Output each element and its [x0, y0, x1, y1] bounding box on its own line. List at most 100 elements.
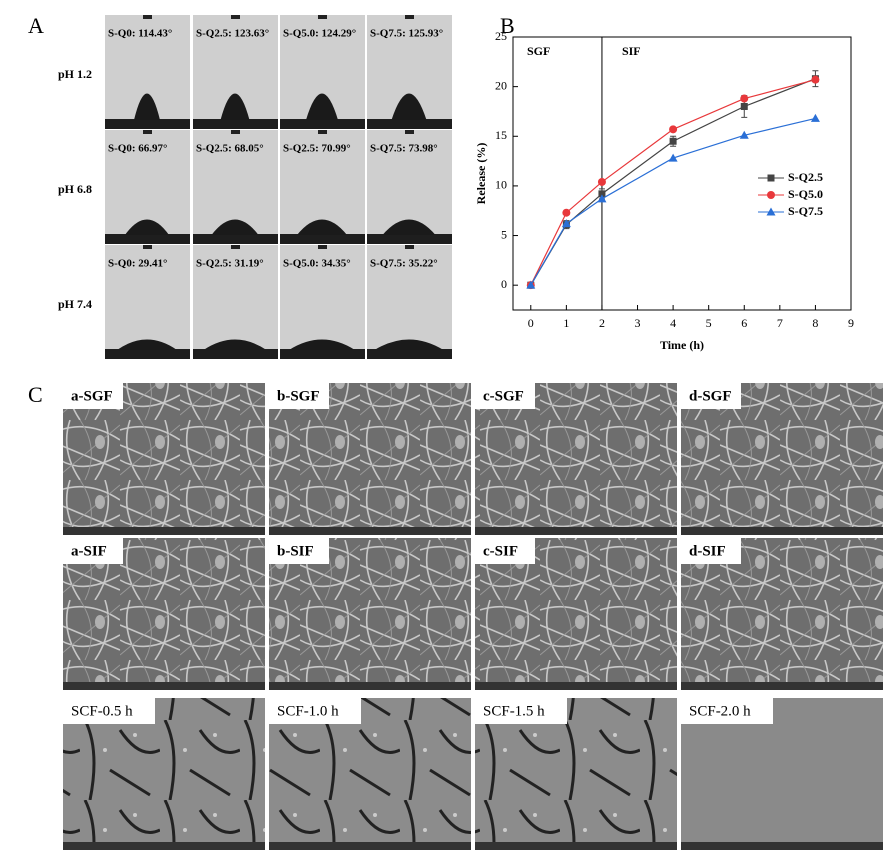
droplet	[289, 339, 355, 350]
label-box	[269, 698, 361, 724]
marker	[597, 177, 606, 186]
contact-angle-label: S-Q0: 114.43°	[108, 28, 172, 40]
contact-angle-label: S-Q5.0: 124.29°	[283, 28, 356, 40]
sem-label: c-SGF	[483, 388, 524, 404]
marker	[668, 153, 678, 162]
x-tick-label: 7	[777, 316, 783, 330]
sem-info-bar	[681, 682, 883, 690]
sem-label: a-SGF	[71, 388, 113, 404]
y-tick-label: 0	[501, 277, 507, 291]
label-box	[475, 538, 535, 564]
droplet	[382, 219, 436, 235]
sem-info-bar	[475, 682, 677, 690]
label-box	[681, 698, 773, 724]
needle	[231, 245, 240, 249]
label-box	[269, 538, 329, 564]
marker	[597, 194, 607, 203]
marker	[740, 94, 749, 103]
label-box	[475, 383, 535, 409]
sem-label: SCF-2.0 h	[689, 703, 751, 719]
needle	[143, 15, 152, 19]
substrate	[193, 119, 278, 129]
series-line	[530, 78, 816, 286]
substrate	[193, 349, 278, 359]
sem-label: a-SIF	[71, 543, 107, 559]
label-box	[681, 383, 741, 409]
y-tick-label: 20	[495, 78, 507, 92]
marker	[810, 113, 820, 122]
panel-letter: A	[28, 13, 44, 38]
contact-angle-label: S-Q2.5: 70.99°	[283, 143, 351, 155]
label-box	[63, 538, 123, 564]
sem-info-bar	[475, 527, 677, 535]
substrate	[367, 234, 452, 244]
x-axis-label: Time (h)	[660, 338, 704, 352]
substrate	[193, 234, 278, 244]
marker	[739, 130, 749, 139]
marker	[669, 125, 678, 134]
contact-angle-label: S-Q5.0: 34.35°	[283, 258, 351, 270]
droplet	[117, 339, 177, 350]
label-box	[269, 383, 329, 409]
panel-letter: B	[500, 13, 515, 38]
needle	[405, 15, 414, 19]
contact-angle-label: S-Q0: 29.41°	[108, 258, 167, 270]
sem-info-bar	[63, 527, 265, 535]
sem-info-bar	[269, 842, 471, 850]
x-tick-label: 0	[528, 316, 534, 330]
sem-label: d-SGF	[689, 388, 732, 404]
y-axis-label: Release (%)	[474, 143, 488, 205]
marker	[561, 219, 571, 228]
contact-angle-label: S-Q2.5: 31.19°	[196, 258, 264, 270]
needle	[318, 130, 327, 134]
needle	[318, 15, 327, 19]
label-box	[681, 538, 741, 564]
x-tick-label: 6	[741, 316, 747, 330]
x-tick-label: 9	[848, 316, 854, 330]
marker	[526, 280, 536, 289]
needle	[143, 245, 152, 249]
row-label: pH 7.4	[58, 297, 92, 311]
substrate	[105, 234, 190, 244]
sem-info-bar	[269, 682, 471, 690]
row-label: pH 1.2	[58, 67, 92, 81]
sem-info-bar	[63, 682, 265, 690]
substrate	[105, 349, 190, 359]
droplet	[306, 93, 338, 120]
sem-info-bar	[269, 527, 471, 535]
y-tick-label: 25	[495, 29, 507, 43]
sem-label: b-SIF	[277, 543, 314, 559]
sem-label: SCF-1.5 h	[483, 703, 545, 719]
series-line	[530, 79, 816, 286]
annotation: SGF	[527, 44, 550, 58]
label-box	[475, 698, 567, 724]
marker	[766, 207, 776, 216]
marker	[669, 137, 677, 145]
droplet	[297, 219, 347, 235]
legend-label: S-Q2.5	[788, 170, 823, 184]
y-tick-label: 5	[501, 227, 507, 241]
droplet	[374, 339, 444, 350]
marker	[767, 191, 775, 199]
contact-angle-label: S-Q2.5: 68.05°	[196, 143, 264, 155]
marker	[598, 190, 606, 198]
series-line	[530, 117, 816, 286]
panel-letter: C	[28, 382, 43, 407]
substrate	[280, 119, 365, 129]
droplet	[203, 339, 267, 350]
marker	[562, 208, 571, 217]
needle	[143, 130, 152, 134]
needle	[231, 15, 240, 19]
sem-info-bar	[681, 527, 883, 535]
sem-info-bar	[475, 842, 677, 850]
x-tick-label: 5	[706, 316, 712, 330]
x-tick-label: 2	[599, 316, 605, 330]
sem-info-bar	[681, 842, 883, 850]
contact-angle-label: S-Q7.5: 73.98°	[370, 143, 438, 155]
label-box	[63, 383, 123, 409]
legend-label: S-Q5.0	[788, 187, 823, 201]
x-tick-label: 8	[812, 316, 818, 330]
droplet	[391, 93, 427, 120]
sem-label: d-SIF	[689, 543, 726, 559]
needle	[231, 130, 240, 134]
